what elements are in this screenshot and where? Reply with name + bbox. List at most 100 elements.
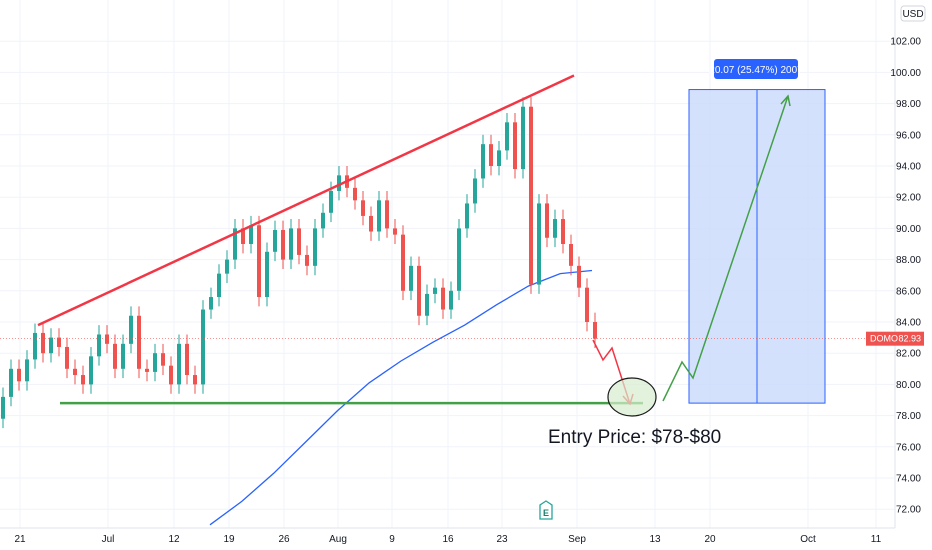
candle (577, 265, 581, 288)
candle (361, 200, 365, 216)
candle (73, 368, 77, 376)
x-tick-label: Oct (800, 534, 816, 545)
rising-wedge-trendline[interactable] (37, 74, 575, 327)
candle (265, 251, 269, 298)
candle (17, 368, 21, 382)
candle (369, 215, 373, 232)
candle (329, 190, 333, 213)
candle (409, 265, 413, 291)
candlestick-series (1, 97, 597, 429)
price-axis[interactable]: 72.00 74.00 76.00 78.00 80.00 82.00 84.00 86.00… (890, 37, 921, 516)
candle (353, 187, 357, 201)
y-tick-label: 78.00 (896, 411, 921, 422)
y-tick-label: 88.00 (896, 255, 921, 266)
y-tick-label: 72.00 (896, 505, 921, 516)
y-tick-label: 92.00 (896, 193, 921, 204)
candle (393, 228, 397, 235)
candle (33, 332, 37, 360)
earnings-marker[interactable] (539, 500, 553, 520)
candle (81, 375, 85, 385)
y-tick-label: 98.00 (896, 99, 921, 110)
up-arrowhead (780, 94, 791, 107)
x-tick-label: Sep (568, 534, 586, 545)
candle (305, 254, 309, 266)
y-tick-label: 102.00 (890, 37, 921, 48)
y-tick-label: 74.00 (896, 474, 921, 485)
y-tick-label: 80.00 (896, 380, 921, 391)
candle (497, 150, 501, 166)
candle (193, 375, 197, 385)
x-tick-label: 23 (496, 534, 508, 545)
candle (49, 337, 53, 354)
y-tick-label: 100.00 (890, 68, 921, 79)
candle (145, 368, 149, 372)
candle (225, 259, 229, 274)
x-tick-label: 11 (871, 534, 882, 545)
y-tick-label: 82.00 (896, 349, 921, 360)
entry-zone-ellipse[interactable] (607, 377, 657, 417)
currency-badge[interactable] (900, 5, 926, 22)
candle (161, 353, 165, 366)
y-tick-label: 90.00 (896, 224, 921, 235)
candle (545, 203, 549, 238)
candle (569, 244, 573, 266)
candle (433, 287, 437, 294)
x-tick-label: 21 (14, 534, 26, 545)
moving-average-path (209, 269, 593, 526)
x-tick-label: 13 (649, 534, 661, 545)
symbol-tag-label: DOMO (870, 334, 898, 344)
candle (41, 332, 45, 354)
range-label-box (714, 59, 798, 79)
candle (57, 337, 61, 347)
candle (481, 144, 485, 179)
candle (201, 309, 205, 385)
y-tick-label: 86.00 (896, 286, 921, 297)
x-tick-label: 20 (704, 534, 716, 545)
x-tick-label: 26 (278, 534, 290, 545)
candle (289, 228, 293, 260)
candle (65, 346, 69, 369)
candle (281, 229, 285, 260)
candle (177, 343, 181, 385)
candle (553, 219, 557, 238)
candle (537, 203, 541, 285)
candle (169, 365, 173, 385)
candle (25, 359, 29, 382)
y-tick-label: 76.00 (896, 442, 921, 453)
candle (129, 315, 133, 344)
time-axis[interactable]: 21 Jul 12 19 26 Aug 9 16 23 Sep 13 20 Oct 11 (14, 534, 881, 545)
candle (521, 106, 525, 170)
candle (217, 273, 221, 298)
candle (505, 122, 509, 151)
candle (209, 297, 213, 310)
symbol-tag-value: 82.93 (898, 334, 921, 344)
candle (313, 228, 317, 266)
candle (593, 322, 597, 339)
x-tick-label: 19 (223, 534, 235, 545)
candle (185, 343, 189, 376)
y-tick-label: 84.00 (896, 318, 921, 329)
candle (441, 287, 445, 310)
range-label: 20.07 (25.47%) 2007 (709, 65, 803, 76)
candle (89, 356, 93, 385)
x-tick-label: 12 (168, 534, 180, 545)
candle (457, 228, 461, 291)
candle (113, 343, 117, 369)
candle (249, 225, 253, 244)
candle (513, 122, 517, 170)
candle (137, 315, 141, 369)
candle (449, 290, 453, 310)
candle (489, 144, 493, 166)
candle (121, 343, 125, 369)
candle (337, 175, 341, 191)
candle (297, 228, 301, 255)
candle (529, 106, 533, 285)
candle (425, 293, 429, 316)
candle (473, 178, 477, 204)
candle (273, 229, 277, 252)
currency-badge-label: USD (902, 9, 923, 20)
x-tick-label: Aug (329, 534, 347, 545)
candle (1, 396, 5, 419)
candle (105, 334, 109, 344)
